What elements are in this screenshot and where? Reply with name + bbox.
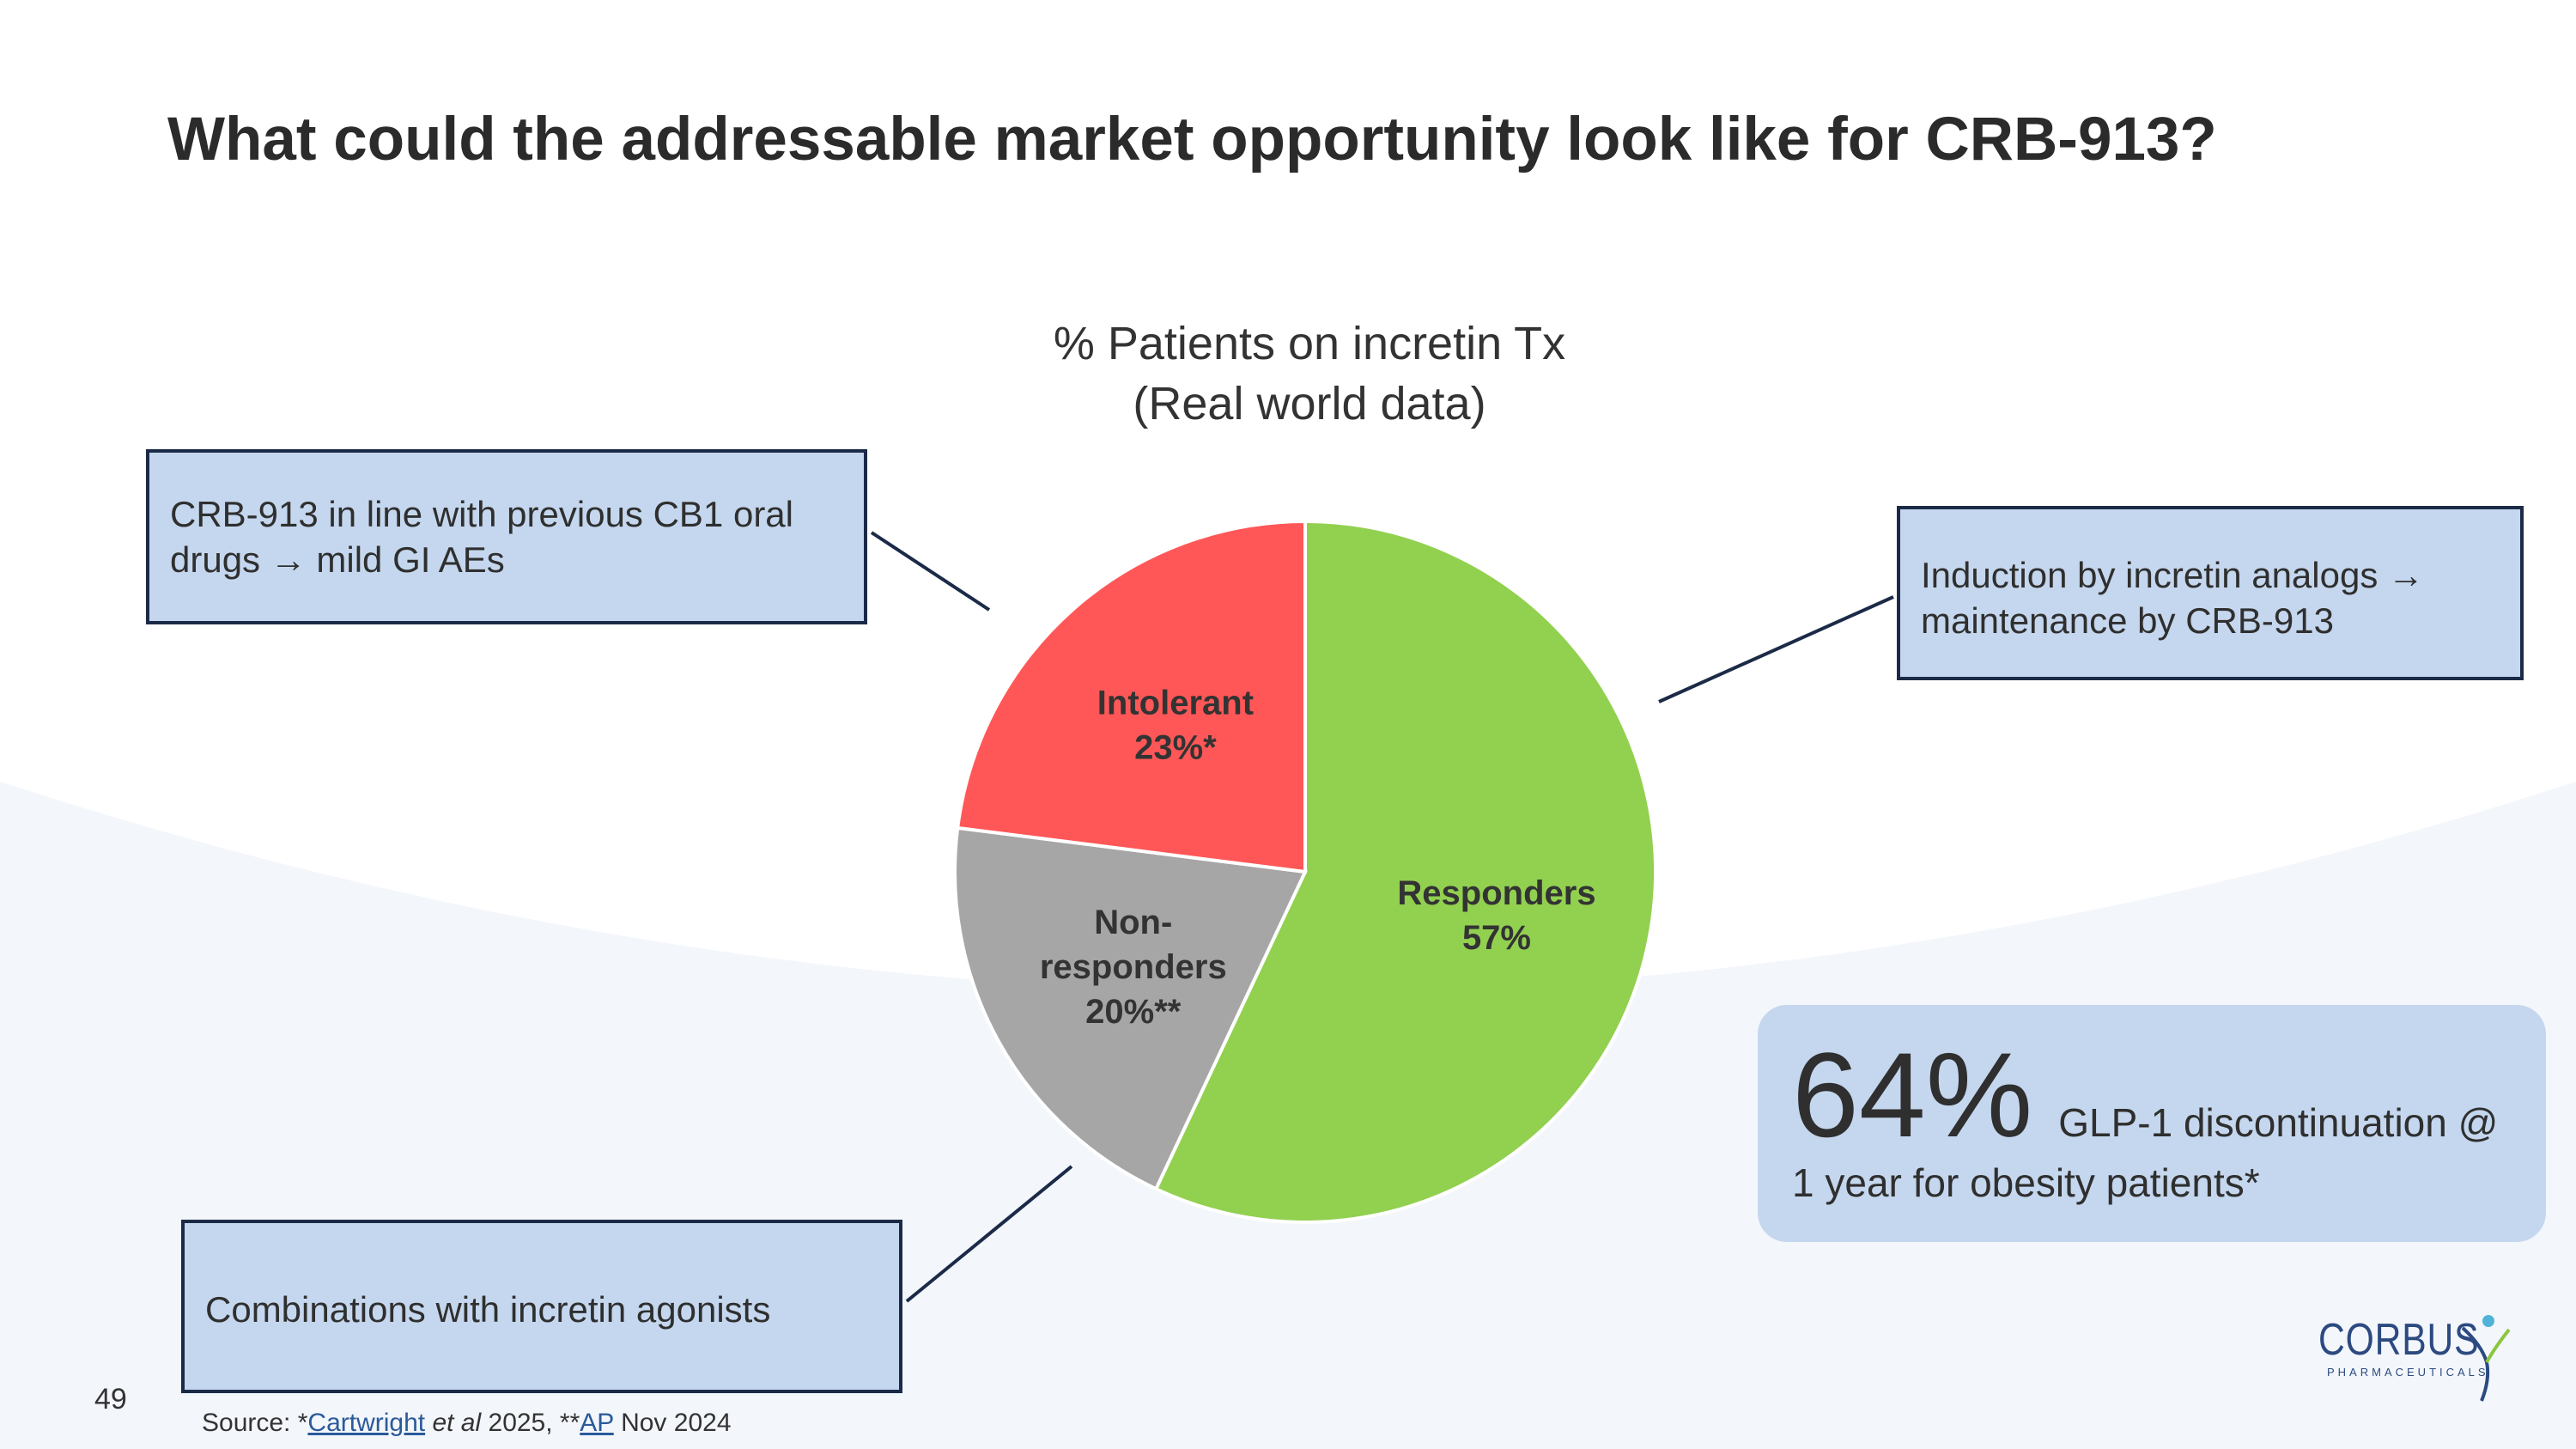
callout-responders: Induction by incretin analogs → maintena… [1897, 506, 2524, 680]
connector-line-intolerant [870, 531, 991, 612]
pie-label-intolerant-line-2: 23%* [1134, 729, 1217, 767]
stat-line-1: 64% GLP-1 discontinuation @ [1792, 1031, 2512, 1160]
callout-nonresponders: Combinations with incretin agonists [181, 1220, 902, 1393]
pie-slice-non-responders [953, 825, 1308, 1191]
source-middle: 2025, ** [481, 1409, 580, 1437]
connector-line-nonresponders [905, 1165, 1073, 1303]
page-number: 49 [94, 1383, 127, 1416]
pie-label-non-responders: Non-responders 20%** [1040, 904, 1227, 1031]
logo-figure-icon [2461, 1315, 2511, 1402]
stat-box: 64% GLP-1 discontinuation @ 1 year for ob… [1758, 1005, 2546, 1242]
source-prefix: Source: * [202, 1409, 308, 1437]
callout-responders-text: Induction by incretin analogs → maintena… [1921, 555, 2425, 641]
pie-label-intolerant-line-1: Intolerant [1097, 685, 1254, 722]
connector-lines [870, 531, 1894, 1303]
pie-label-non-responders-line-1: Non- [1094, 904, 1172, 941]
stat-text-line-2: 1 year for obesity patients* [1792, 1160, 2260, 1205]
callout-intolerant: CRB-913 in line with previous CB1 oral d… [146, 449, 867, 624]
chart-title-line-2: (Real world data) [1133, 378, 1486, 429]
source-link-ap[interactable]: AP [580, 1409, 614, 1437]
callout-intolerant-text: CRB-913 in line with previous CB1 oral d… [170, 494, 793, 580]
pie-label-non-responders-line-3: 20%** [1085, 993, 1182, 1031]
pie-label-intolerant: Intolerant 23%* [1097, 685, 1254, 767]
connector-line-responders [1658, 595, 1894, 703]
slide-title: What could the addressable market opport… [167, 106, 2217, 174]
stat-value: 64% [1792, 1027, 2033, 1162]
pie-label-responders: Responders 57% [1397, 874, 1595, 957]
corbus-logo: CORBUS PHARMACEUTICALS [2318, 1314, 2516, 1417]
logo-subtext: PHARMACEUTICALS [2327, 1366, 2489, 1379]
pie-label-responders-line-2: 57% [1462, 919, 1531, 957]
stat-text-line-1: GLP-1 discontinuation @ [2058, 1100, 2499, 1145]
pie-slice-intolerant [955, 519, 1307, 874]
chart-title: % Patients on incretin Tx (Real world da… [859, 314, 1760, 434]
logo-wordmark: CORBUS [2318, 1315, 2480, 1365]
source-link-cartwright[interactable]: Cartwright [307, 1409, 426, 1437]
source-suffix: Nov 2024 [613, 1409, 732, 1437]
source-italic: et al [432, 1409, 482, 1437]
pie-slices [953, 519, 1657, 1224]
source-footnote: Source: *Cartwright et al 2025, **AP Nov… [202, 1409, 732, 1438]
pie-label-non-responders-line-2: responders [1040, 948, 1227, 986]
pie-slice-responders [1153, 519, 1657, 1224]
callout-nonresponders-text: Combinations with incretin agonists [205, 1289, 771, 1330]
pie-label-responders-line-1: Responders [1397, 874, 1595, 912]
pie-labels: Responders 57% Non-responders 20%** Intolera… [1040, 685, 1596, 1031]
chart-title-line-1: % Patients on incretin Tx [1053, 318, 1566, 369]
